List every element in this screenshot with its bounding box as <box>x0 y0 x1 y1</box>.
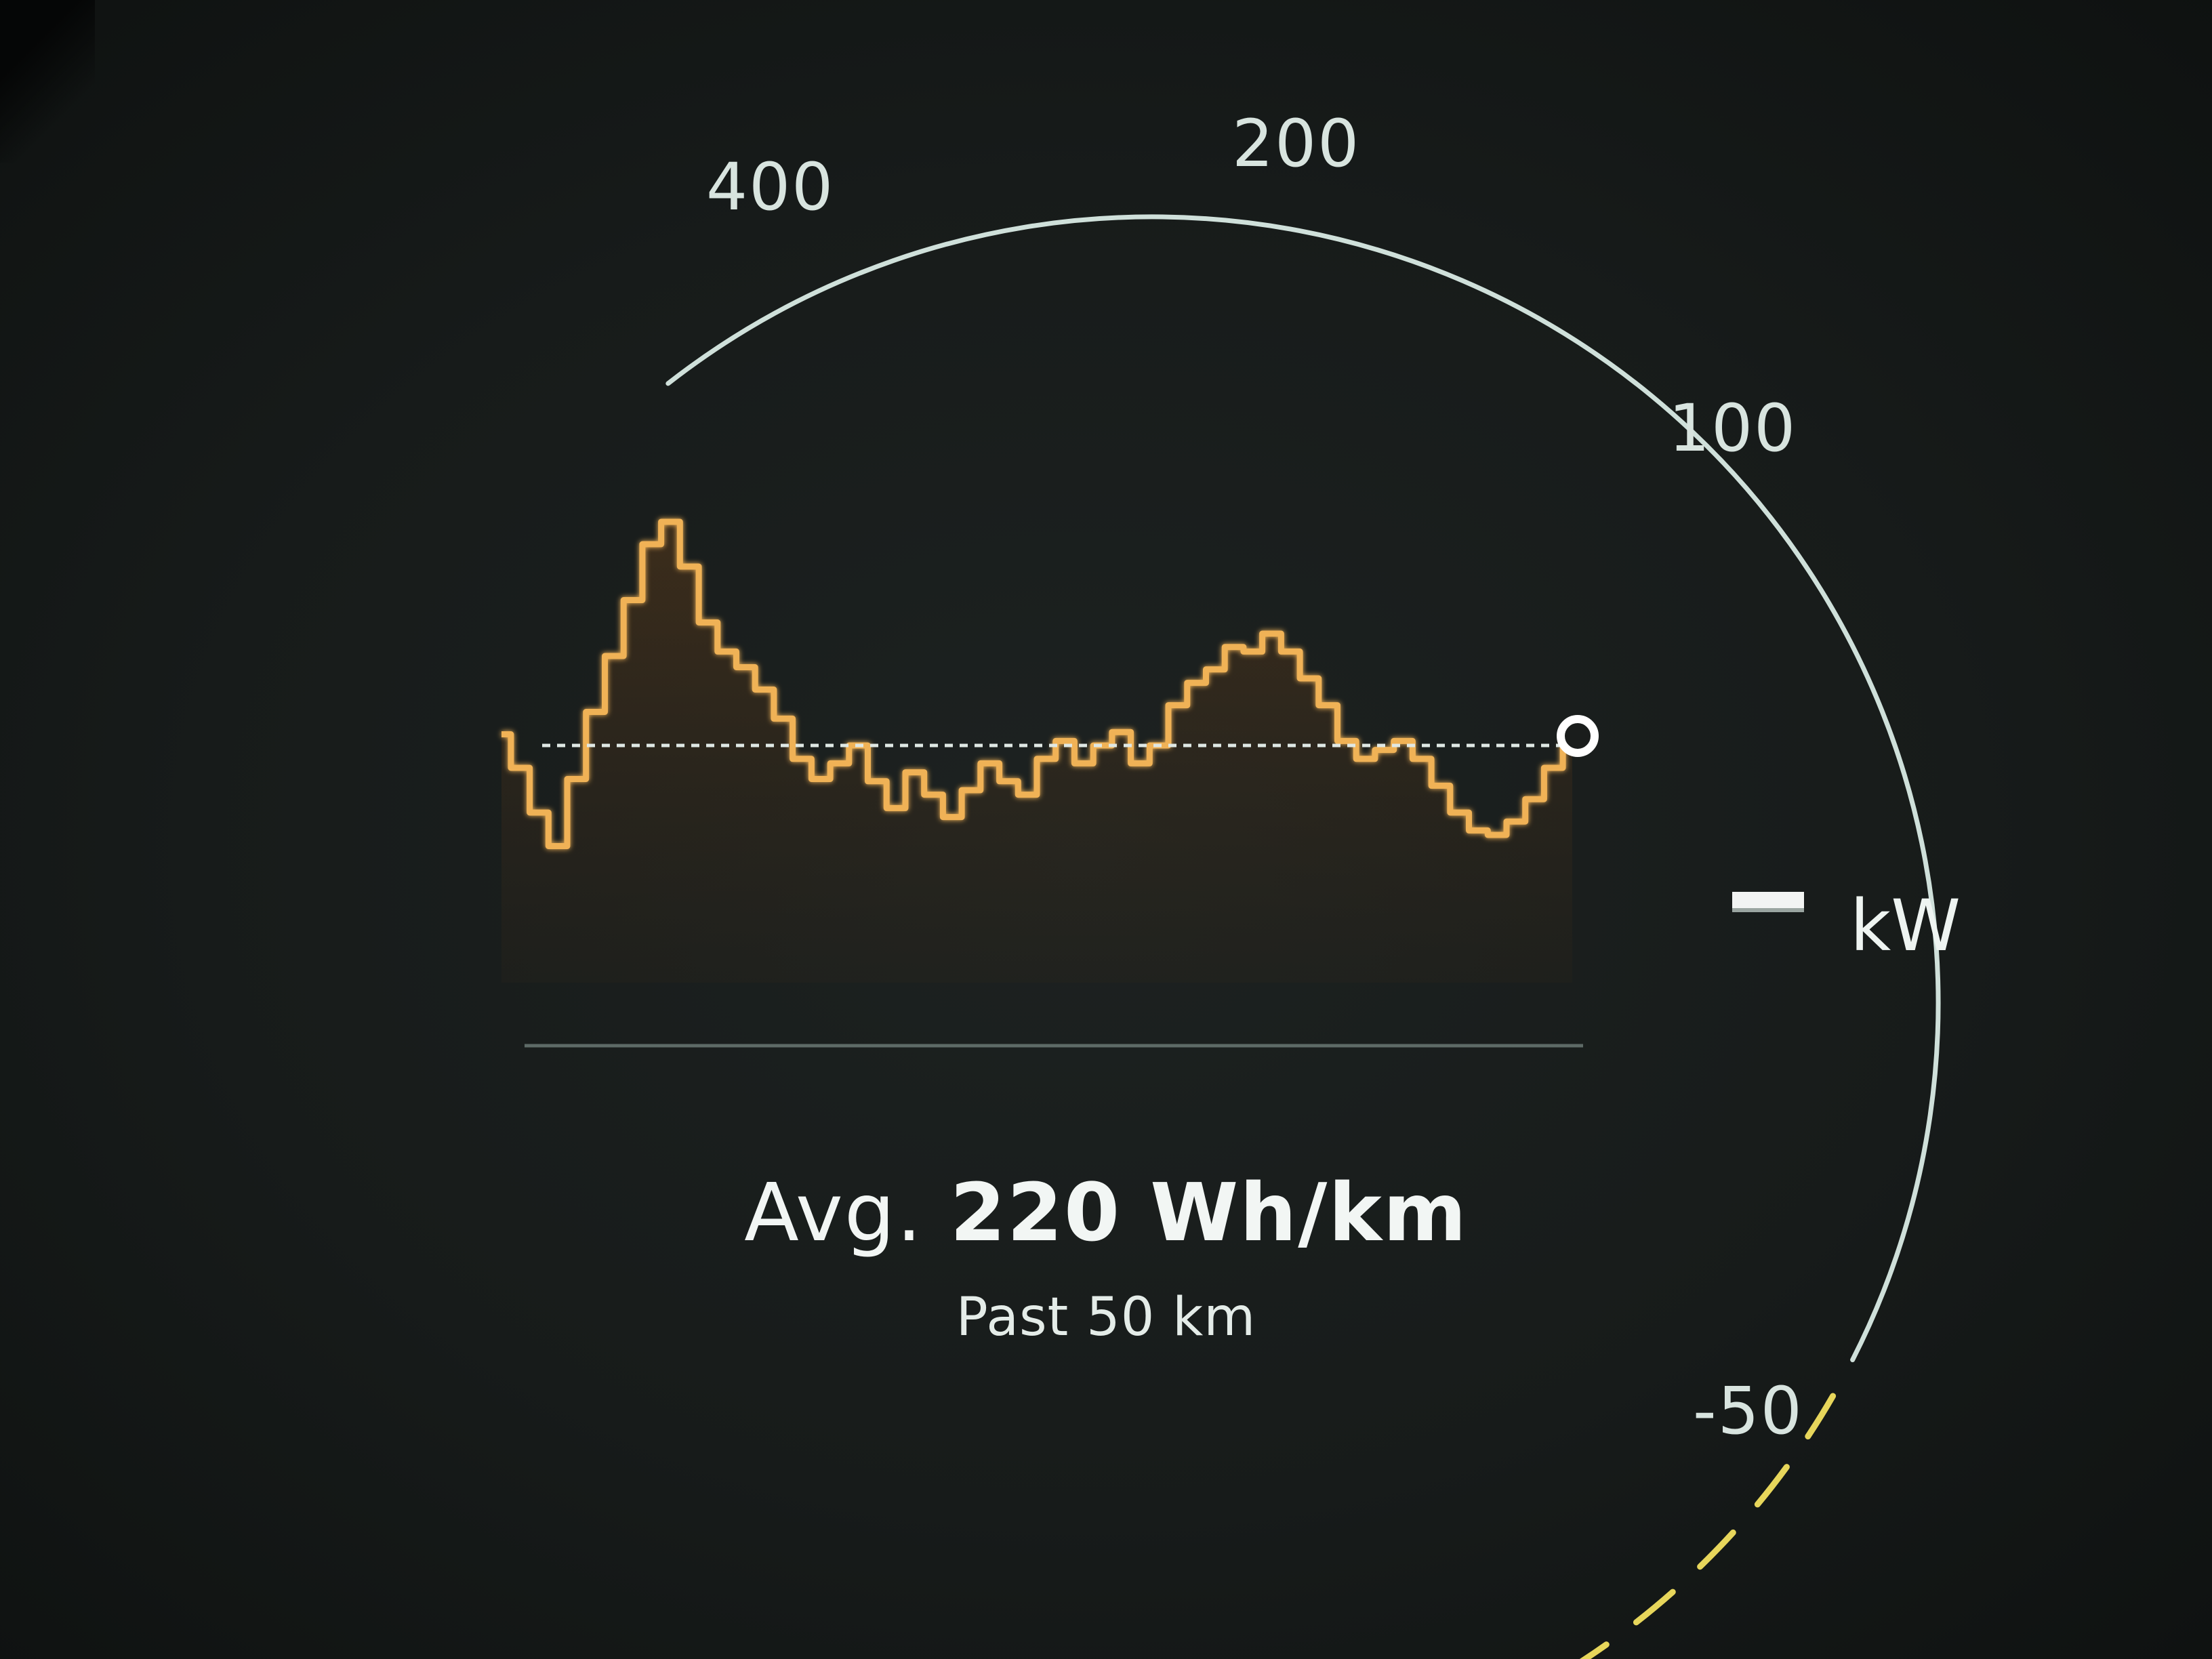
energy-history-fill <box>501 522 1572 983</box>
power-unit-label: kW <box>1850 884 1961 967</box>
regen-arc <box>1579 1393 1837 1659</box>
average-consumption: Avg. 220 Wh/km <box>0 1172 2212 1252</box>
scale-label-400: 400 <box>706 149 835 225</box>
scale-label-minus-50: -50 <box>1693 1373 1803 1449</box>
screen-bezel-corner <box>0 0 95 163</box>
average-period: Past 50 km <box>956 1287 1256 1348</box>
average-prefix: Avg. <box>744 1166 950 1259</box>
zero-power-marker <box>1732 892 1804 912</box>
average-value: 220 Wh/km <box>949 1166 1468 1259</box>
power-arc <box>665 214 1941 1363</box>
scale-label-200: 200 <box>1232 106 1361 182</box>
current-point-marker <box>1557 715 1599 757</box>
scale-label-100: 100 <box>1668 390 1797 466</box>
